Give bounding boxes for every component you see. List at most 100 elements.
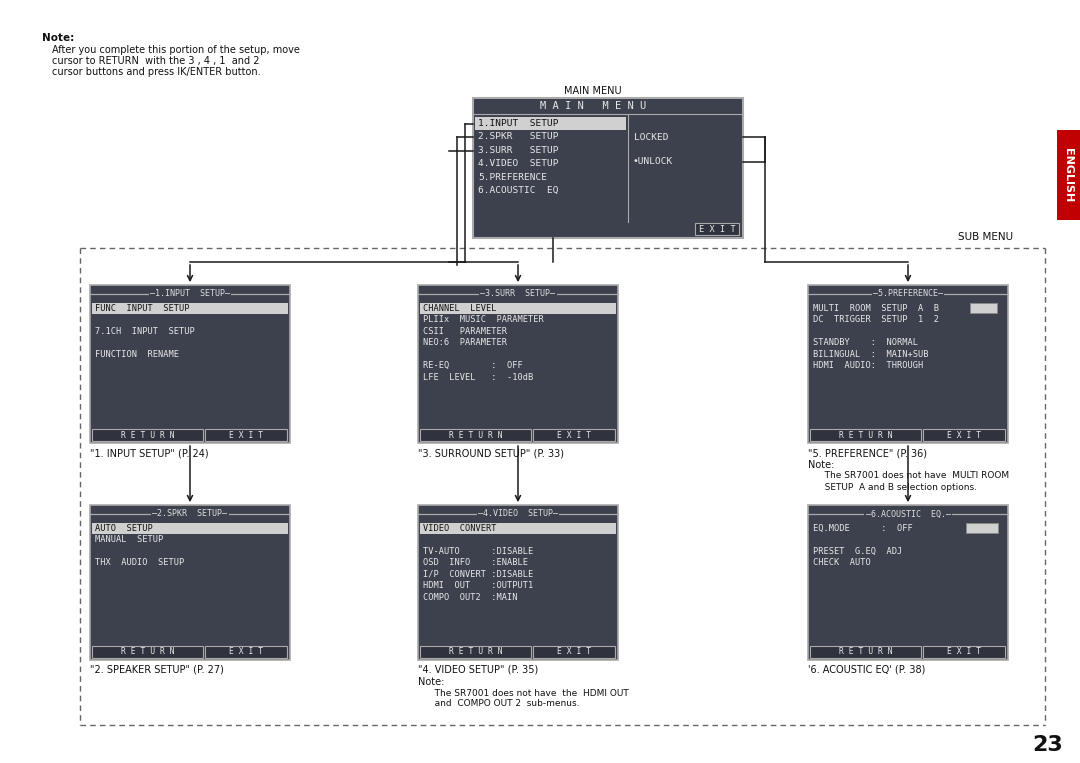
Text: NEO:6  PARAMETER: NEO:6 PARAMETER [423,338,507,347]
Text: 6.ACOUSTIC  EQ: 6.ACOUSTIC EQ [478,186,558,195]
Text: COMPO  OUT2  :MAIN: COMPO OUT2 :MAIN [423,593,517,602]
Bar [966,523,998,533]
Text: TV-AUTO      :DISABLE: TV-AUTO :DISABLE [423,547,534,555]
Text: HDMI  AUDIO:  THROUGH: HDMI AUDIO: THROUGH [813,361,923,370]
Bar [92,429,203,441]
Text: R E T U R N: R E T U R N [839,430,892,439]
Text: EQ.MODE      :  OFF: EQ.MODE : OFF [813,523,913,533]
Text: 2.SPKR   SETUP: 2.SPKR SETUP [478,132,558,141]
Text: R E T U R N: R E T U R N [448,648,502,656]
Text: cursor to RETURN  with the 3 , 4 , 1  and 2: cursor to RETURN with the 3 , 4 , 1 and … [52,56,259,66]
Text: MAIN MENU: MAIN MENU [564,86,622,96]
Text: LOCKED: LOCKED [634,133,669,142]
Text: ―2.SPKR  SETUP―: ―2.SPKR SETUP― [152,510,228,519]
Text: "4. VIDEO SETUP" (P. 35): "4. VIDEO SETUP" (P. 35) [418,665,538,675]
Text: CSII   PARAMETER: CSII PARAMETER [423,327,507,336]
Bar [90,285,291,443]
Text: 3.SURR   SETUP: 3.SURR SETUP [478,146,558,155]
Text: Note:: Note: [418,677,444,687]
Text: I/P  CONVERT :DISABLE: I/P CONVERT :DISABLE [423,570,534,579]
Text: "3. SURROUND SETUP" (P. 33): "3. SURROUND SETUP" (P. 33) [418,448,564,458]
Bar [418,285,618,443]
Text: 5.PREFERENCE: 5.PREFERENCE [478,172,546,182]
Text: R E T U R N: R E T U R N [448,430,502,439]
Text: HDMI  OUT    :OUTPUT1: HDMI OUT :OUTPUT1 [423,581,534,591]
Text: 4.VIDEO  SETUP: 4.VIDEO SETUP [478,159,558,169]
Text: AUTO  SETUP: AUTO SETUP [95,523,152,533]
Text: 7.1CH  INPUT  SETUP: 7.1CH INPUT SETUP [95,327,194,336]
Text: OSD  INFO    :ENABLE: OSD INFO :ENABLE [423,559,528,567]
Bar [92,523,288,533]
Bar [205,429,287,441]
Text: ENGLISH: ENGLISH [1064,148,1074,202]
Text: R E T U R N: R E T U R N [121,648,174,656]
Text: 1.INPUT  SETUP: 1.INPUT SETUP [478,119,558,127]
Text: The SR7001 does not have  MULTI ROOM: The SR7001 does not have MULTI ROOM [816,472,1009,481]
Text: BILINGUAL  :  MAIN+SUB: BILINGUAL : MAIN+SUB [813,349,929,359]
Bar [420,523,616,533]
Bar [808,505,1008,660]
Text: CHANNEL  LEVEL: CHANNEL LEVEL [423,304,497,313]
Text: "2. SPEAKER SETUP" (P. 27): "2. SPEAKER SETUP" (P. 27) [90,665,224,675]
Text: E X I T: E X I T [947,430,981,439]
Text: THX  AUDIO  SETUP: THX AUDIO SETUP [95,559,185,567]
Text: E X I T: E X I T [229,430,264,439]
Text: E X I T: E X I T [557,430,591,439]
Text: "5. PREFERENCE" (P. 36): "5. PREFERENCE" (P. 36) [808,448,927,458]
Text: LFE  LEVEL   :  -10dB: LFE LEVEL : -10dB [423,373,534,382]
Bar [475,117,626,130]
Text: PLIIx  MUSIC  PARAMETER: PLIIx MUSIC PARAMETER [423,315,543,324]
Text: ―3.SURR  SETUP―: ―3.SURR SETUP― [481,289,555,298]
Text: VIDEO  CONVERT: VIDEO CONVERT [423,523,497,533]
Text: E X I T: E X I T [229,648,264,656]
Bar [808,285,1008,443]
Bar [534,429,615,441]
Text: and  COMPO OUT 2  sub-menus.: and COMPO OUT 2 sub-menus. [426,700,580,709]
Bar [205,646,287,658]
Text: RE-EQ        :  OFF: RE-EQ : OFF [423,361,523,370]
Text: R E T U R N: R E T U R N [839,648,892,656]
Bar [92,303,288,314]
Text: '6. ACOUSTIC EQ' (P. 38): '6. ACOUSTIC EQ' (P. 38) [808,665,926,675]
Text: MULTI  ROOM  SETUP  A  B: MULTI ROOM SETUP A B [813,304,939,313]
Text: CHECK  AUTO: CHECK AUTO [813,559,870,567]
Text: STANDBY    :  NORMAL: STANDBY : NORMAL [813,338,918,347]
Text: cursor buttons and press ⅠK/ENTER button.: cursor buttons and press ⅠK/ENTER button… [52,67,260,77]
Bar [810,429,921,441]
Text: SUB MENU: SUB MENU [958,232,1013,242]
Bar [1057,130,1080,220]
Text: Note:: Note: [808,460,835,470]
Bar [923,429,1005,441]
Bar [474,99,742,114]
Text: R E T U R N: R E T U R N [121,430,174,439]
Bar [810,646,921,658]
Text: ―1.INPUT  SETUP―: ―1.INPUT SETUP― [150,289,230,298]
Bar [92,646,203,658]
Bar [473,98,743,238]
Bar [420,303,616,314]
Bar [90,505,291,660]
Text: DC  TRIGGER  SETUP  1  2: DC TRIGGER SETUP 1 2 [813,315,939,324]
Text: "1. INPUT SETUP" (P. 24): "1. INPUT SETUP" (P. 24) [90,448,208,458]
Text: After you complete this portion of the setup, move: After you complete this portion of the s… [52,45,300,55]
Bar [970,303,997,313]
Text: ―5.PREFERENCE―: ―5.PREFERENCE― [873,289,943,298]
Text: Note:: Note: [42,33,75,43]
Bar [418,505,618,660]
Bar [923,646,1005,658]
Text: M A I N   M E N U: M A I N M E N U [540,101,646,111]
Text: 23: 23 [1032,735,1064,755]
Bar [696,223,739,235]
Text: The SR7001 does not have  the  HDMI OUT: The SR7001 does not have the HDMI OUT [426,688,629,697]
Text: FUNC  INPUT  SETUP: FUNC INPUT SETUP [95,304,189,313]
Text: FUNCTION  RENAME: FUNCTION RENAME [95,349,179,359]
Text: •UNLOCK: •UNLOCK [633,157,673,166]
Text: E X I T: E X I T [699,224,735,233]
Bar [420,646,531,658]
Bar [534,646,615,658]
Text: ―4.VIDEO  SETUP―: ―4.VIDEO SETUP― [478,510,558,519]
Text: E X I T: E X I T [947,648,981,656]
Text: ―6.ACOUSTIC  EQ.―: ―6.ACOUSTIC EQ.― [865,510,950,519]
Text: SETUP  A and B selection options.: SETUP A and B selection options. [816,482,977,491]
Bar [420,429,531,441]
